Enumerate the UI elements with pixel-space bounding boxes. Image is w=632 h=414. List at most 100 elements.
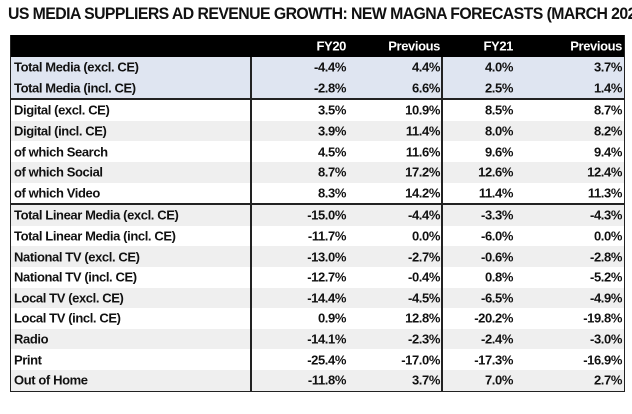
cell-value: -2.4%	[481, 331, 513, 347]
cell-value: 7.0%	[484, 372, 513, 388]
header-fy20: FY20	[316, 38, 347, 54]
table-row: Local TV (incl. CE) 0.9% 12.8% -20.2% -19.8%	[11, 308, 624, 329]
cell-value: 4.5%	[317, 144, 346, 160]
cell-value: 12.4%	[587, 164, 622, 180]
table-row: Out of Home -11.8% 3.7% 7.0% 2.7%	[11, 369, 624, 391]
cell-value: -2.8%	[590, 249, 622, 265]
cell-value: 3.9%	[317, 123, 346, 139]
cell-value: 6.6%	[411, 80, 440, 96]
table-row: Local TV (excl. CE) -14.4% -4.5% -6.5% -4.9%	[11, 287, 624, 309]
cell-value: -5.2%	[590, 269, 622, 285]
row-label: Total Linear Media (incl. CE)	[14, 228, 176, 244]
cell-value: 8.2%	[593, 123, 622, 139]
cell-value: -0.6%	[481, 249, 513, 265]
row-label: Radio	[14, 331, 49, 347]
table-row: Digital (incl. CE) 3.9% 11.4% 8.0% 8.2%	[11, 120, 624, 142]
row-label: Local TV (excl. CE)	[14, 290, 124, 306]
table-row: Radio -14.1% -2.3% -2.4% -3.0%	[11, 328, 624, 350]
cell-value: 3.5%	[317, 102, 346, 118]
row-label: of which Video	[14, 185, 100, 201]
row-label: of which Search	[14, 144, 108, 160]
cell-value: -11.7%	[307, 228, 346, 244]
cell-value: 8.0%	[484, 123, 513, 139]
table-row: of which Video 8.3% 14.2% 11.4% 11.3%	[11, 183, 624, 204]
cell-value: -12.7%	[307, 269, 346, 285]
cell-value: -3.3%	[481, 207, 513, 223]
cell-value: -4.4%	[314, 59, 346, 75]
row-label: Total Media (excl. CE)	[14, 59, 139, 75]
cell-value: -4.9%	[590, 290, 622, 306]
cell-value: -2.7%	[408, 249, 440, 265]
header-previous-fy20: Previous	[388, 38, 440, 54]
table-row: Total Media (excl. CE) -4.4% 4.4% 4.0% 3.7%	[11, 57, 624, 78]
column-divider	[250, 57, 252, 391]
cell-value: -0.4%	[408, 269, 440, 285]
table-row: of which Search 4.5% 11.6% 9.6% 9.4%	[11, 141, 624, 162]
table-title: US MEDIA SUPPLIERS AD REVENUE GROWTH: NE…	[8, 4, 632, 23]
table-header: FY20 Previous FY21 Previous	[11, 35, 624, 57]
forecast-table: FY20 Previous FY21 Previous Total Media …	[10, 35, 625, 392]
table-row: National TV (excl. CE) -13.0% -2.7% -0.6% -2…	[11, 246, 624, 267]
row-label: National TV (incl. CE)	[14, 269, 137, 285]
cell-value: 0.8%	[484, 269, 513, 285]
cell-value: 4.0%	[484, 59, 513, 75]
cell-value: -6.5%	[481, 290, 513, 306]
cell-value: 9.6%	[484, 144, 513, 160]
cell-value: 0.9%	[317, 310, 346, 326]
cell-value: -11.8%	[307, 372, 346, 388]
cell-value: -2.3%	[408, 331, 440, 347]
cell-value: 11.3%	[587, 185, 623, 201]
cell-value: 8.7%	[317, 164, 346, 180]
cell-value: -4.4%	[408, 207, 440, 223]
header-previous-fy21: Previous	[570, 38, 622, 54]
table-row: Total Linear Media (incl. CE) -11.7% 0.0% -…	[11, 226, 624, 247]
cell-value: 11.4%	[405, 123, 441, 139]
row-label: Local TV (incl. CE)	[14, 310, 121, 326]
cell-value: -20.2%	[474, 310, 513, 326]
cell-value: 4.4%	[411, 59, 440, 75]
cell-value: 8.5%	[484, 102, 513, 118]
row-label: Digital (excl. CE)	[14, 102, 110, 118]
cell-value: 14.2%	[405, 185, 440, 201]
table-row: Total Linear Media (excl. CE) -15.0% -4.4%…	[11, 203, 624, 226]
row-label: Digital (incl. CE)	[14, 123, 107, 139]
header-fy21: FY21	[483, 38, 514, 54]
cell-value: -14.4%	[307, 290, 346, 306]
cell-value: -13.0%	[307, 249, 346, 265]
cell-value: 8.7%	[593, 102, 622, 118]
cell-value: 3.7%	[411, 372, 440, 388]
cell-value: 0.0%	[593, 228, 622, 244]
row-label: Total Linear Media (excl. CE)	[14, 207, 179, 223]
row-label: Total Media (incl. CE)	[14, 80, 136, 96]
cell-value: 9.4%	[593, 144, 622, 160]
table-row: Total Media (incl. CE) -2.8% 6.6% 2.5% 1.4%	[11, 77, 624, 99]
cell-value: -14.1%	[307, 331, 346, 347]
cell-value: -6.0%	[481, 228, 513, 244]
cell-value: 11.6%	[405, 144, 441, 160]
row-label: Out of Home	[14, 372, 88, 388]
cell-value: 8.3%	[317, 185, 346, 201]
row-label: National TV (excl. CE)	[14, 249, 140, 265]
cell-value: -15.0%	[307, 207, 346, 223]
cell-value: 17.2%	[405, 164, 440, 180]
cell-value: -16.9%	[583, 352, 622, 368]
cell-value: -3.0%	[590, 331, 622, 347]
cell-value: 11.4%	[478, 185, 514, 201]
cell-value: 2.7%	[593, 372, 622, 388]
row-label: Print	[14, 352, 42, 368]
cell-value: -17.0%	[401, 352, 440, 368]
cell-value: -4.3%	[590, 207, 622, 223]
cell-value: -19.8%	[583, 310, 622, 326]
cell-value: 10.9%	[405, 102, 440, 118]
column-divider	[441, 57, 443, 391]
table-row: Digital (excl. CE) 3.5% 10.9% 8.5% 8.7%	[11, 98, 624, 121]
row-label: of which Social	[14, 164, 103, 180]
cell-value: 12.6%	[478, 164, 513, 180]
table-row: of which Social 8.7% 17.2% 12.6% 12.4%	[11, 161, 624, 183]
cell-value: -4.5%	[408, 290, 440, 306]
cell-value: 2.5%	[484, 80, 513, 96]
cell-value: -25.4%	[307, 352, 346, 368]
cell-value: 12.8%	[405, 310, 440, 326]
table-row: National TV (incl. CE) -12.7% -0.4% 0.8% -5.…	[11, 267, 624, 288]
cell-value: 0.0%	[411, 228, 440, 244]
